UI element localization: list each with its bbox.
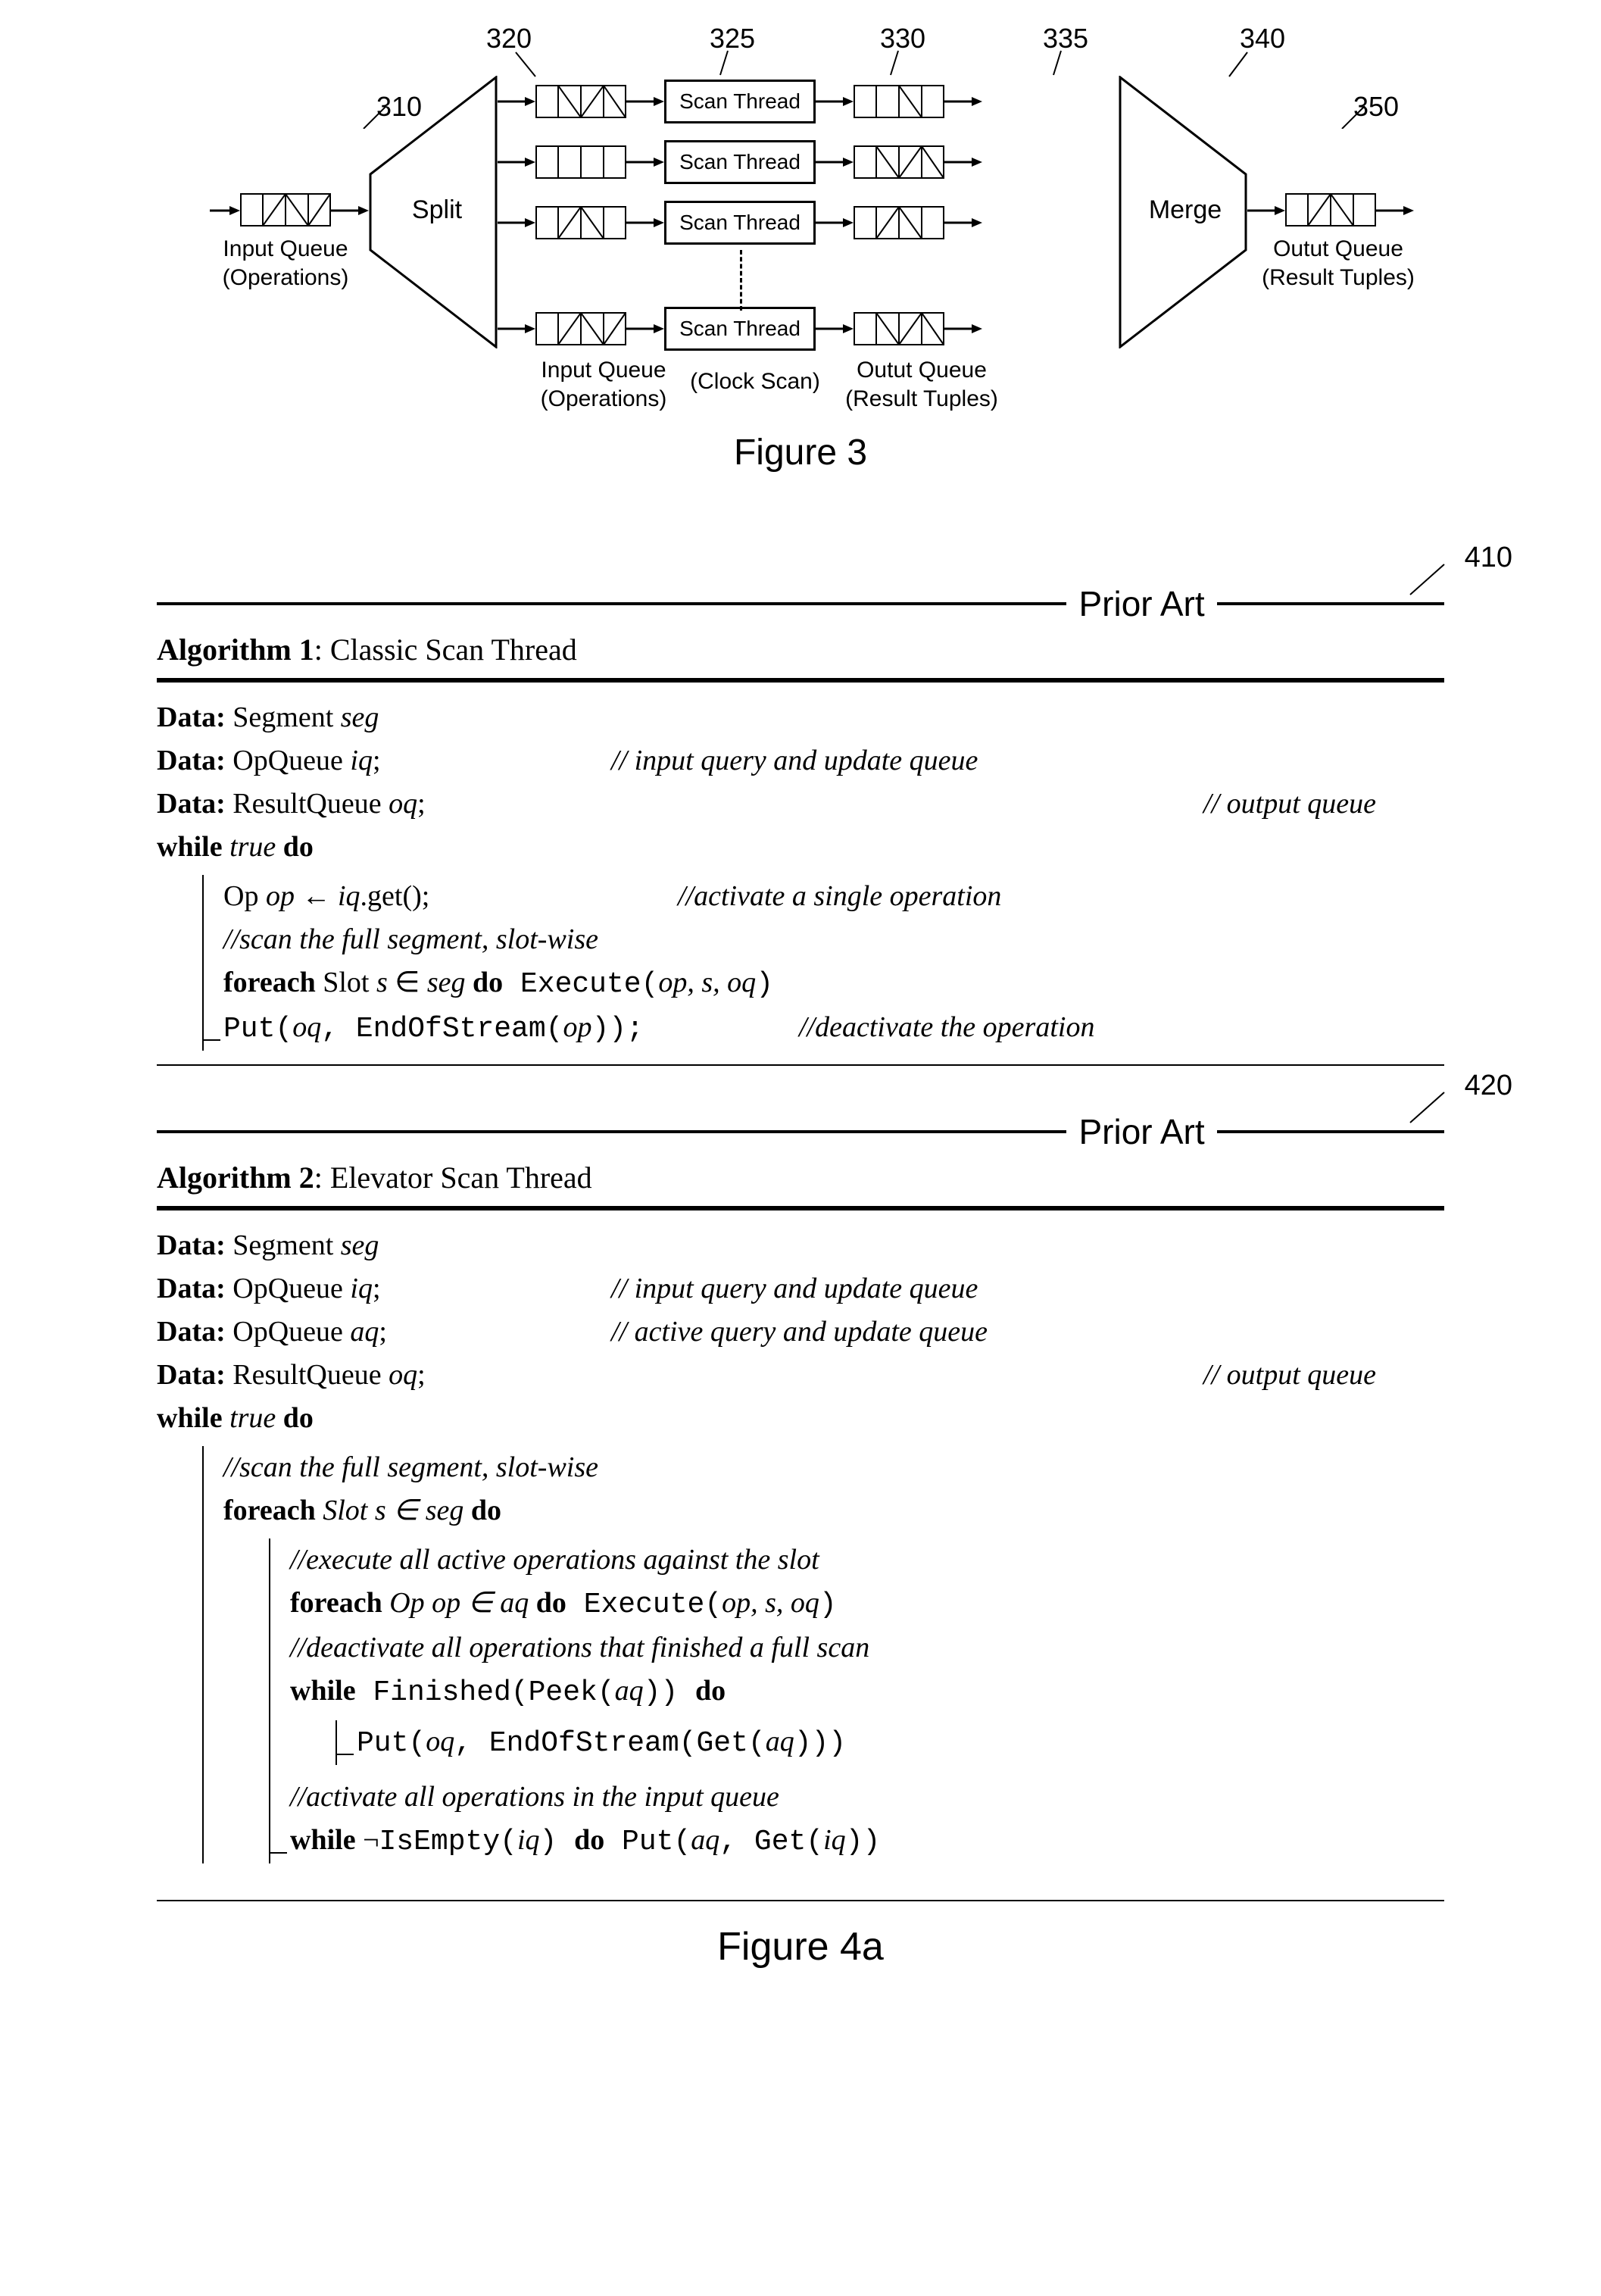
arrow-out-final xyxy=(1376,205,1414,217)
arrow-r2-b xyxy=(626,156,664,168)
algo2-body: Data: Segment seg Data: OpQueue iq;// in… xyxy=(157,1210,1444,1877)
arrow-r1-b xyxy=(626,95,664,108)
figure-3-title: Figure 3 xyxy=(195,432,1406,473)
ref-325: 325 xyxy=(710,23,755,55)
arrow-r4-c xyxy=(816,323,854,335)
algo1-body: Data: Segment seg Data: OpQueue iq; // i… xyxy=(157,683,1444,1066)
ref-420: 420 xyxy=(1465,1070,1512,1102)
dashed-gap xyxy=(740,250,742,311)
prior-art-row-2: Prior Art xyxy=(157,1111,1444,1152)
scan-thread-r1: Scan Thread xyxy=(664,80,816,123)
queue-r1-out xyxy=(854,85,944,118)
ref-335: 335 xyxy=(1043,23,1088,55)
arrow-r1-d xyxy=(944,95,982,108)
figure-4a-title: Figure 4a xyxy=(30,1924,1571,1970)
lead-325 xyxy=(717,49,732,77)
arrow-r4-d xyxy=(944,323,982,335)
input-queue-caption: Input Queue(Operations) xyxy=(217,235,354,292)
arrow-r1-a xyxy=(498,95,535,108)
arrow-input-to-split xyxy=(331,205,369,217)
scan-thread-r4: Scan Thread xyxy=(664,307,816,351)
queue-r2-out xyxy=(854,145,944,179)
prior-art-label-2: Prior Art xyxy=(1078,1111,1204,1152)
queue-r1-in xyxy=(535,85,626,118)
lead-340 xyxy=(1225,49,1252,80)
output-queue-icon xyxy=(1285,193,1376,226)
algo2-header: Algorithm 2: Elevator Scan Thread xyxy=(157,1152,1444,1210)
arrow-r2-a xyxy=(498,156,535,168)
queue-r3-in xyxy=(535,206,626,239)
hline-1b xyxy=(1217,602,1444,605)
arrow-r2-c xyxy=(816,156,854,168)
input-queue-icon xyxy=(240,193,331,226)
arrow-r2-d xyxy=(944,156,982,168)
lead-350 xyxy=(1338,98,1368,129)
split-label: Split xyxy=(407,195,467,225)
lead-410 xyxy=(1406,561,1459,598)
arrow-r3-a xyxy=(498,217,535,229)
ref-410: 410 xyxy=(1465,542,1512,574)
prior-art-row-1: Prior Art xyxy=(157,583,1444,624)
arrow-r3-d xyxy=(944,217,982,229)
lead-330 xyxy=(888,49,903,77)
ref-330: 330 xyxy=(880,23,925,55)
algo1-header: Algorithm 1: Classic Scan Thread xyxy=(157,624,1444,683)
queue-r4-out xyxy=(854,312,944,345)
merge-label: Merge xyxy=(1147,195,1223,225)
lead-320 xyxy=(513,49,540,80)
arrow-r4-a xyxy=(498,323,535,335)
scan-thread-r2: Scan Thread xyxy=(664,140,816,184)
mid-input-queue-caption: Input Queue(Operations) xyxy=(528,356,679,413)
arrow-r3-c xyxy=(816,217,854,229)
hline-1a xyxy=(157,602,1066,605)
mid-output-queue-caption: Outut Queue(Result Tuples) xyxy=(838,356,1005,413)
arrow-into-input xyxy=(210,205,240,217)
algorithm-1: Prior Art 410 Algorithm 1: Classic Scan … xyxy=(157,583,1444,1066)
scan-thread-r3: Scan Thread xyxy=(664,201,816,245)
hline-2a xyxy=(157,1130,1066,1133)
figure-3: 310 320 325 330 335 340 350 Input Queue(… xyxy=(195,23,1406,538)
clock-scan-caption: (Clock Scan) xyxy=(687,367,823,396)
output-queue-caption: Outut Queue(Result Tuples) xyxy=(1255,235,1422,292)
queue-r3-out xyxy=(854,206,944,239)
queue-r4-in xyxy=(535,312,626,345)
algo2-bottom-line xyxy=(157,1900,1444,1901)
lead-335 xyxy=(1050,49,1066,77)
arrow-merge-out xyxy=(1247,205,1285,217)
arrow-r4-b xyxy=(626,323,664,335)
lead-420 xyxy=(1406,1089,1459,1126)
algorithm-2: Prior Art 420 Algorithm 2: Elevator Scan… xyxy=(157,1111,1444,1901)
prior-art-label-1: Prior Art xyxy=(1078,583,1204,624)
hline-2b xyxy=(1217,1130,1444,1133)
arrow-r1-c xyxy=(816,95,854,108)
queue-r2-in xyxy=(535,145,626,179)
arrow-r3-b xyxy=(626,217,664,229)
